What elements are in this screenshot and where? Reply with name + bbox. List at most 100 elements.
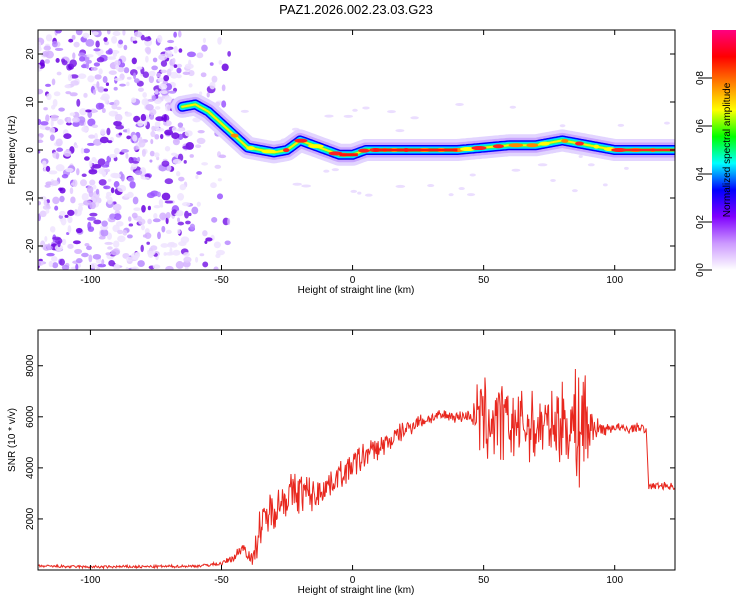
spectrogram-noise-cell [117, 229, 124, 235]
spectrogram-noise-cell [49, 226, 56, 233]
spectrogram-noise-cell [94, 132, 98, 141]
spectrogram-peak-spot [328, 151, 343, 156]
snr-x-tick-label: 100 [606, 575, 623, 586]
spectrogram-noise-cell [130, 166, 134, 171]
spectrogram-noise-cell [67, 73, 73, 82]
spectrogram-noise-cell [215, 253, 221, 259]
spectrogram-noise-cell [67, 217, 72, 223]
spectrogram-noise-cell [154, 133, 160, 140]
spectrogram-noise-cell [211, 217, 218, 223]
colorbar-gradient [712, 30, 736, 270]
spectrogram-noise-cell [133, 78, 140, 84]
spectrogram-noise-cell [181, 201, 191, 207]
spectrogram-noise-cell [173, 45, 178, 54]
spectrogram-noise-cell [38, 261, 42, 266]
spectrogram-noise-cell [154, 89, 159, 95]
spectrogram-noise-cell [108, 70, 117, 75]
spectrogram-noise-cell [42, 50, 49, 57]
spectrogram-noise-cell [51, 256, 58, 262]
spectrogram-noise-cell [177, 217, 181, 223]
spectrogram-noise-cell [197, 129, 205, 134]
spectrogram-noise-cell [79, 56, 86, 62]
spectrogram-noise-cell [152, 264, 161, 269]
spectrogram-noise-cell [167, 39, 175, 44]
spectrogram-noise-cell [45, 208, 50, 214]
spectrogram-noise-cell [112, 240, 120, 248]
snr-y-axis-label: SNR (10 * v/v) [7, 408, 18, 472]
spectrogram-noise-cell [165, 83, 173, 91]
spectrogram-noise-cell [448, 193, 454, 197]
spectrogram-noise-cell [141, 149, 146, 157]
spectrogram-noise-cell [205, 237, 213, 242]
spectrogram-noise-cell [202, 37, 207, 44]
spectrogram-noise-cell [118, 39, 124, 45]
spectrogram-noise-cell [61, 238, 67, 246]
spectrogram-noise-cell [108, 110, 118, 117]
spectrogram-noise-cell [168, 90, 177, 94]
spectrogram-noise-cell [54, 205, 59, 211]
spectrogram-noise-cell [77, 205, 83, 213]
spectrogram-noise-cell [59, 195, 65, 203]
spectrogram-noise-cell [195, 256, 199, 263]
spectrogram-noise-cell [155, 116, 165, 122]
spectrogram-noise-cell [95, 188, 100, 195]
spectrogram-noise-cell [151, 95, 157, 101]
spectrogram-noise-cell [83, 92, 88, 98]
spectrogram-peak-spot [492, 144, 504, 149]
spectrogram-noise-cell [209, 62, 214, 66]
spectrogram-noise-cell [178, 48, 183, 53]
spectrogram-noise-cell [81, 252, 89, 258]
spectrogram-noise-cell [40, 121, 49, 126]
spectrogram-noise-cell [571, 189, 578, 193]
spectrogram-noise-cell [154, 121, 161, 128]
spectrogram-noise-cell [202, 230, 208, 237]
spectrogram-noise-cell [142, 71, 150, 79]
spectrogram-noise-cell [149, 108, 157, 116]
spectrogram-noise-cell [93, 48, 101, 52]
spectrogram-noise-cell [57, 118, 64, 126]
spectrogram-noise-cell [145, 104, 154, 111]
spectrogram-noise-cell [81, 126, 89, 133]
spectrogram-noise-cell [178, 176, 185, 182]
spectrogram-noise-cell [196, 171, 203, 175]
spectrogram-noise-cell [184, 130, 193, 137]
spectrogram-noise-cell [331, 168, 339, 172]
spectrogram-peak-spot [358, 148, 370, 153]
spectrogram-noise-cell [166, 164, 172, 172]
spectrogram-noise-cell [163, 114, 167, 123]
spectrogram-noise-cell [157, 77, 164, 83]
spectrogram-y-ticks: -20 -10 0 10 20 [25, 48, 675, 253]
spectrogram-noise-cell [126, 81, 130, 87]
spectrogram-noise-cell [151, 65, 158, 71]
spectrogram-noise-cell [161, 192, 171, 201]
spectrogram-noise-cell [144, 232, 152, 239]
spectrogram-noise-cell [182, 71, 191, 76]
spectrogram-noise-cell [86, 54, 94, 58]
spectrogram-noise-cell [69, 59, 77, 68]
spectrogram-noise-cell [100, 128, 106, 135]
spectrogram-noise-cell [96, 57, 105, 63]
spectrogram-noise-cell [88, 169, 98, 175]
spectrogram-noise-cell [176, 74, 182, 79]
spectrogram-noise-cell [123, 67, 130, 74]
spectrogram-noise-cell [362, 106, 370, 110]
spectrogram-noise-cell [184, 210, 190, 219]
spectrogram-noise-cell [183, 252, 190, 257]
spectrogram-noise-cell [137, 260, 145, 267]
spectrogram-noise-cell [195, 144, 202, 148]
spectrogram-noise-cell [78, 52, 86, 58]
spectrogram-noise-cell [58, 187, 63, 192]
colorbar-tick-label: 0.4 [695, 167, 706, 181]
spectrogram-noise-cell [154, 106, 161, 110]
spectrogram-noise-cell [106, 232, 113, 240]
spectrogram-noise-cell [45, 181, 53, 186]
spectrogram-noise-cell [86, 185, 94, 194]
spectrogram-noise-cell [131, 36, 137, 41]
snr-x-ticks: -100 -50 0 50 100 [80, 330, 623, 586]
spectrogram-noise-cell [84, 156, 90, 161]
spectrogram-noise-cell [103, 37, 108, 42]
spectrogram-noise-cell [67, 243, 74, 249]
spectrogram-noise-cell [87, 118, 96, 127]
snr-x-tick-label: 50 [478, 575, 490, 586]
